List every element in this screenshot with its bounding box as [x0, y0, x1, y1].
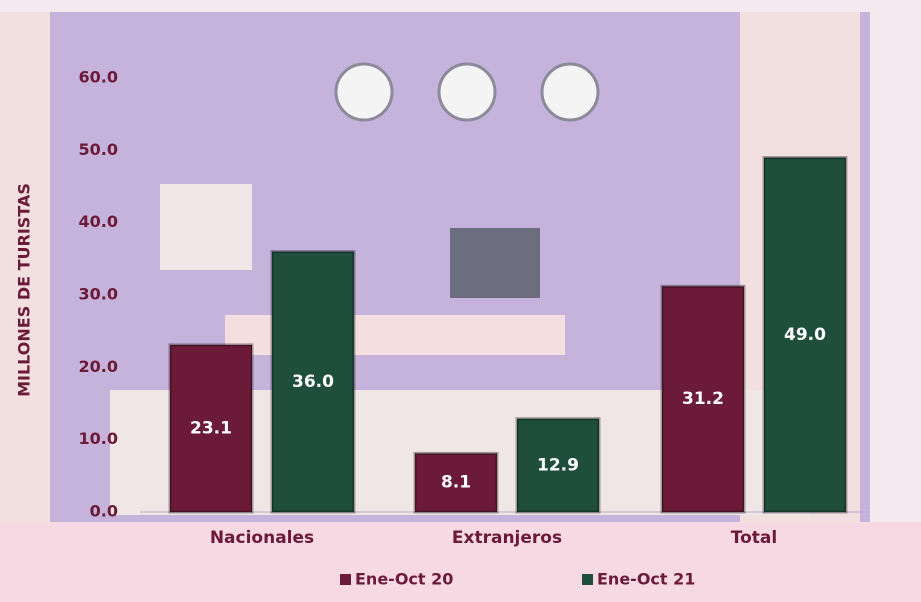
value-label: 31.2: [682, 389, 724, 409]
bar: [413, 451, 499, 514]
legend-swatch: [582, 574, 593, 585]
legend-label: Ene-Oct 21: [597, 570, 695, 589]
bar: [762, 156, 848, 514]
y-tick-label: 50.0: [79, 140, 118, 159]
bar: [660, 284, 746, 514]
y-tick-label: 60.0: [79, 68, 118, 87]
floor: [0, 522, 921, 602]
bar: [270, 250, 356, 514]
y-tick-label: 30.0: [79, 285, 118, 304]
legend-swatch: [340, 574, 351, 585]
y-axis-title: MILLONES DE TURISTAS: [15, 183, 34, 397]
x-tick-label: Total: [731, 528, 777, 548]
value-label: 49.0: [784, 325, 826, 345]
clock: [540, 62, 600, 122]
clock: [437, 62, 497, 122]
bar: [515, 417, 601, 514]
value-label: 36.0: [292, 372, 334, 392]
monitor: [450, 228, 540, 298]
x-tick-label: Nacionales: [210, 528, 314, 548]
value-label: 23.1: [190, 418, 232, 438]
y-tick-label: 10.0: [79, 429, 118, 448]
y-tick-label: 20.0: [79, 357, 118, 376]
value-label: 12.9: [537, 455, 579, 475]
legend-label: Ene-Oct 20: [355, 570, 453, 589]
y-tick-label: 40.0: [79, 212, 118, 231]
bar: [168, 343, 254, 514]
pillar: [0, 12, 50, 522]
y-tick-label: 0.0: [90, 502, 118, 521]
x-tick-label: Extranjeros: [452, 528, 562, 548]
value-label: 8.1: [441, 473, 471, 493]
key-box: [160, 184, 252, 270]
clock: [334, 62, 394, 122]
